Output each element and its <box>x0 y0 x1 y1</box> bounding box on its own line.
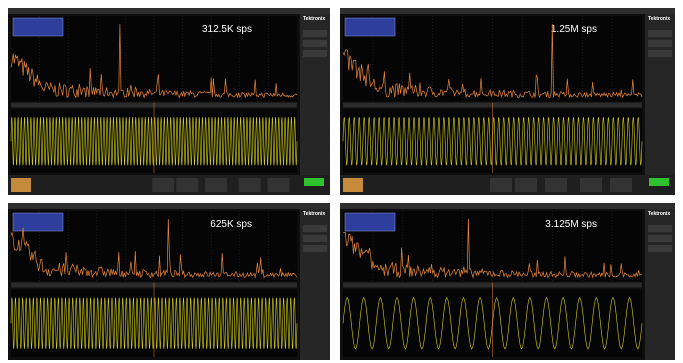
scope-screenshot: Tektronix 625K sps <box>8 203 330 360</box>
overview-thumbnail <box>13 18 63 36</box>
status-box <box>239 178 261 192</box>
side-button <box>648 245 672 252</box>
overview-thumbnail <box>345 18 395 36</box>
overview-thumbnail <box>13 213 63 231</box>
status-box <box>515 178 537 192</box>
brand-logo: Tektronix <box>648 211 670 217</box>
run-button <box>304 178 324 186</box>
scope-screenshot: Tektronix 1.25M sps <box>340 8 675 195</box>
status-box <box>268 178 290 192</box>
status-box <box>490 178 512 192</box>
overview-thumbnail <box>345 213 395 231</box>
brand-logo: Tektronix <box>303 16 325 22</box>
side-button <box>303 30 327 37</box>
page: Tektronix312.5K spsTektronix1.25M spsTek… <box>0 0 683 363</box>
side-button <box>648 40 672 47</box>
scope-screenshot: Tektronix 3.125M sps <box>340 203 675 360</box>
brand-logo: Tektronix <box>648 16 670 22</box>
status-box <box>205 178 227 192</box>
menu-bar <box>340 203 675 209</box>
side-button <box>648 235 672 242</box>
run-button <box>649 178 669 186</box>
status-box <box>176 178 198 192</box>
channel-badge <box>343 178 363 192</box>
brand-logo: Tektronix <box>303 211 325 217</box>
channel-badge <box>11 178 31 192</box>
menu-bar <box>8 8 330 14</box>
sample-rate-label: 312.5K sps <box>202 24 252 35</box>
menu-bar <box>8 203 330 209</box>
status-box <box>152 178 174 192</box>
sample-rate-label: 625K sps <box>210 219 252 230</box>
side-button <box>303 40 327 47</box>
scope-screenshot: Tektronix 312.5K sps <box>8 8 330 195</box>
side-button <box>303 50 327 57</box>
side-button <box>648 30 672 37</box>
menu-bar <box>340 8 675 14</box>
side-button <box>303 225 327 232</box>
side-button <box>303 245 327 252</box>
side-button <box>648 225 672 232</box>
status-box <box>610 178 632 192</box>
side-button <box>648 50 672 57</box>
sample-rate-label: 3.125M sps <box>545 219 597 230</box>
status-box <box>580 178 602 192</box>
sample-rate-label: 1.25M sps <box>551 24 597 35</box>
screenshot-collage: Tektronix312.5K spsTektronix1.25M spsTek… <box>0 0 683 363</box>
status-box <box>545 178 567 192</box>
side-button <box>303 235 327 242</box>
